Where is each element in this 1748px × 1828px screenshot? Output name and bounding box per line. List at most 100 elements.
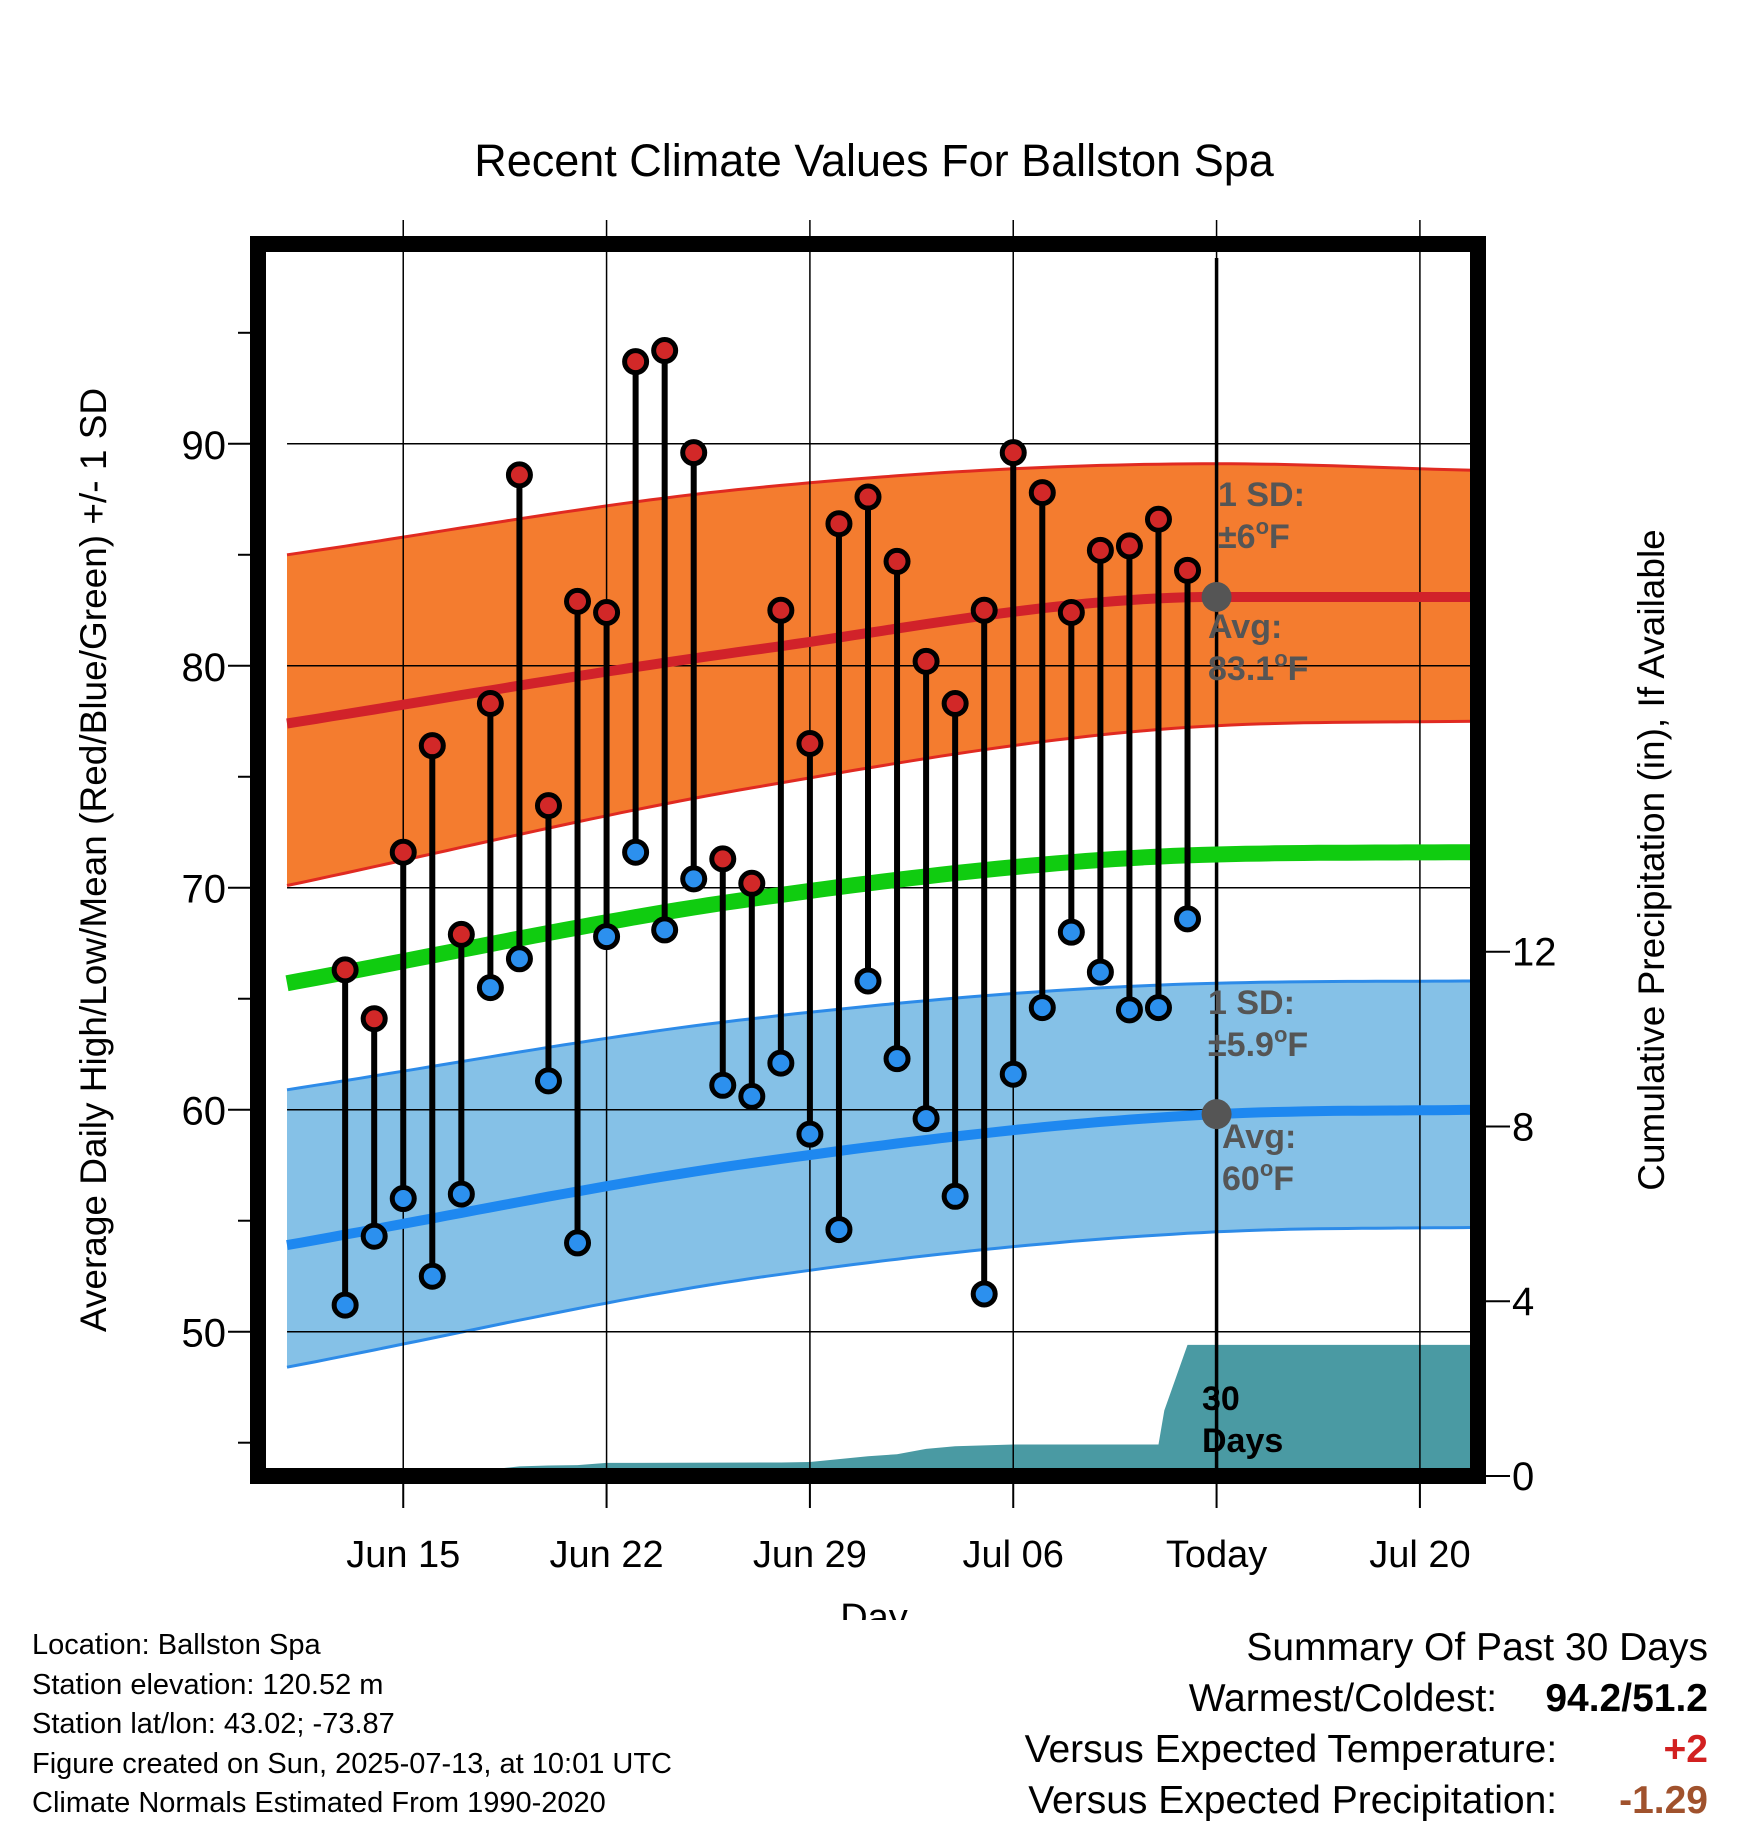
y2-tick-label: 8 xyxy=(1512,1105,1534,1149)
low-point xyxy=(912,1105,940,1133)
low-point xyxy=(622,838,650,866)
low-sd-label: 1 SD: xyxy=(1208,984,1295,1022)
low-point xyxy=(767,1049,795,1077)
temp-row: Versus Expected Temperature: +2 xyxy=(1025,1724,1708,1775)
high-point xyxy=(331,956,359,984)
x-tick-label: Jun 22 xyxy=(550,1534,664,1576)
temp-value: +2 xyxy=(1663,1728,1708,1771)
low-point xyxy=(1174,905,1202,933)
low-point xyxy=(593,923,621,951)
high-point xyxy=(883,547,911,575)
high-avg-value: 83.1oF xyxy=(1208,646,1308,688)
high-point xyxy=(1115,532,1143,560)
high-point xyxy=(941,690,969,718)
warm-cold-row: Warmest/Coldest: 94.2/51.2 xyxy=(1025,1673,1708,1724)
x-tick-label: Jun 29 xyxy=(753,1534,867,1576)
high-sd-band-upper-edge xyxy=(286,462,1479,557)
plot-frame xyxy=(250,236,1486,1484)
y-tick-label: 70 xyxy=(182,868,227,912)
today-low-normal-marker xyxy=(1201,1099,1232,1130)
normal-mean-line xyxy=(285,844,1479,992)
x-tick-label: Jul 20 xyxy=(1369,1534,1470,1576)
low-point xyxy=(1028,994,1056,1022)
temp-label: Versus Expected Temperature: xyxy=(1024,1728,1558,1771)
y-axis-label: Average Daily High/Low/Mean (Red/Blue/Gr… xyxy=(73,388,114,1332)
normal-low-line xyxy=(286,1104,1479,1251)
high-point xyxy=(1144,505,1172,533)
low-sd-band-fill xyxy=(287,981,1478,1368)
low-point xyxy=(999,1060,1027,1088)
warm-cold-label: Warmest/Coldest: xyxy=(1188,1677,1498,1720)
high-point xyxy=(505,461,533,489)
location-text: Location: Ballston Spa xyxy=(32,1629,321,1661)
low-point xyxy=(447,1180,475,1208)
y-tick-label: 80 xyxy=(182,646,227,690)
low-point xyxy=(1086,958,1114,986)
precip-value: -1.29 xyxy=(1619,1779,1708,1822)
low-point xyxy=(534,1067,562,1095)
chart-title: Recent Climate Values For Ballston Spa xyxy=(474,135,1275,186)
x-tick-label: Jun 15 xyxy=(346,1534,460,1576)
high-point xyxy=(622,348,650,376)
low-point xyxy=(476,974,504,1002)
x-tick-label: Jul 06 xyxy=(963,1534,1064,1576)
precip-area xyxy=(287,1344,1478,1476)
high-point xyxy=(447,920,475,948)
high-point xyxy=(767,596,795,624)
low-point xyxy=(738,1082,766,1110)
high-point xyxy=(999,439,1027,467)
y2-tick-label: 12 xyxy=(1512,931,1557,975)
low-point xyxy=(854,967,882,995)
low-point xyxy=(1115,996,1143,1024)
y-tick-label: 50 xyxy=(182,1312,227,1356)
precip-days-label: Days xyxy=(1202,1422,1283,1460)
high-point xyxy=(709,845,737,873)
high-point xyxy=(651,337,679,365)
high-point xyxy=(738,869,766,897)
low-point xyxy=(1144,994,1172,1022)
x-tick-label: Today xyxy=(1166,1534,1267,1576)
high-point xyxy=(1086,536,1114,564)
y-tick-label: 60 xyxy=(182,1090,227,1134)
y2-tick-label: 0 xyxy=(1512,1455,1534,1499)
low-point xyxy=(941,1182,969,1210)
normals-text: Climate Normals Estimated From 1990-2020 xyxy=(32,1787,606,1819)
high-sd-label: 1 SD: xyxy=(1218,476,1305,514)
low-avg-label: Avg: xyxy=(1222,1118,1296,1156)
low-point xyxy=(505,945,533,973)
high-point xyxy=(564,587,592,615)
today-high-normal-marker xyxy=(1201,581,1232,612)
warm-cold-value: 94.2/51.2 xyxy=(1545,1677,1708,1720)
high-sd-value: ±6oF xyxy=(1218,514,1290,556)
y2-axis-label: Cumulative Precipitation (in), If Availa… xyxy=(1631,529,1672,1191)
low-point xyxy=(1057,918,1085,946)
high-point xyxy=(796,729,824,757)
low-point xyxy=(418,1262,446,1290)
low-point xyxy=(825,1216,853,1244)
created-text: Figure created on Sun, 2025-07-13, at 10… xyxy=(32,1747,672,1780)
low-sd-band-upper-edge xyxy=(286,979,1478,1092)
high-point xyxy=(476,690,504,718)
high-point xyxy=(1057,598,1085,626)
high-point xyxy=(680,439,708,467)
low-point xyxy=(360,1222,388,1250)
high-point xyxy=(418,732,446,760)
y2-tick-label: 4 xyxy=(1512,1280,1534,1324)
high-avg-label: Avg: xyxy=(1208,608,1282,646)
high-sd-band-lower-edge xyxy=(286,719,1479,887)
precip-days-number: 30 xyxy=(1202,1380,1240,1418)
low-avg-value: 60oF xyxy=(1222,1156,1294,1198)
low-point xyxy=(564,1229,592,1257)
summary-panel: Summary Of Past 30 Days Warmest/Coldest:… xyxy=(1025,1622,1708,1826)
low-point xyxy=(796,1120,824,1148)
high-point xyxy=(1174,556,1202,584)
high-point xyxy=(970,596,998,624)
precip-row: Versus Expected Precipitation: -1.29 xyxy=(1025,1775,1708,1826)
station-info: Location: Ballston Spa Station elevation… xyxy=(32,1626,672,1824)
summary-heading: Summary Of Past 30 Days xyxy=(1246,1626,1708,1669)
climate-chart: Recent Climate Values For Ballston Spa 1 … xyxy=(73,135,1672,1620)
high-point xyxy=(825,510,853,538)
high-point xyxy=(389,838,417,866)
low-point xyxy=(331,1291,359,1319)
x-axis-label: Day xyxy=(840,1597,908,1620)
